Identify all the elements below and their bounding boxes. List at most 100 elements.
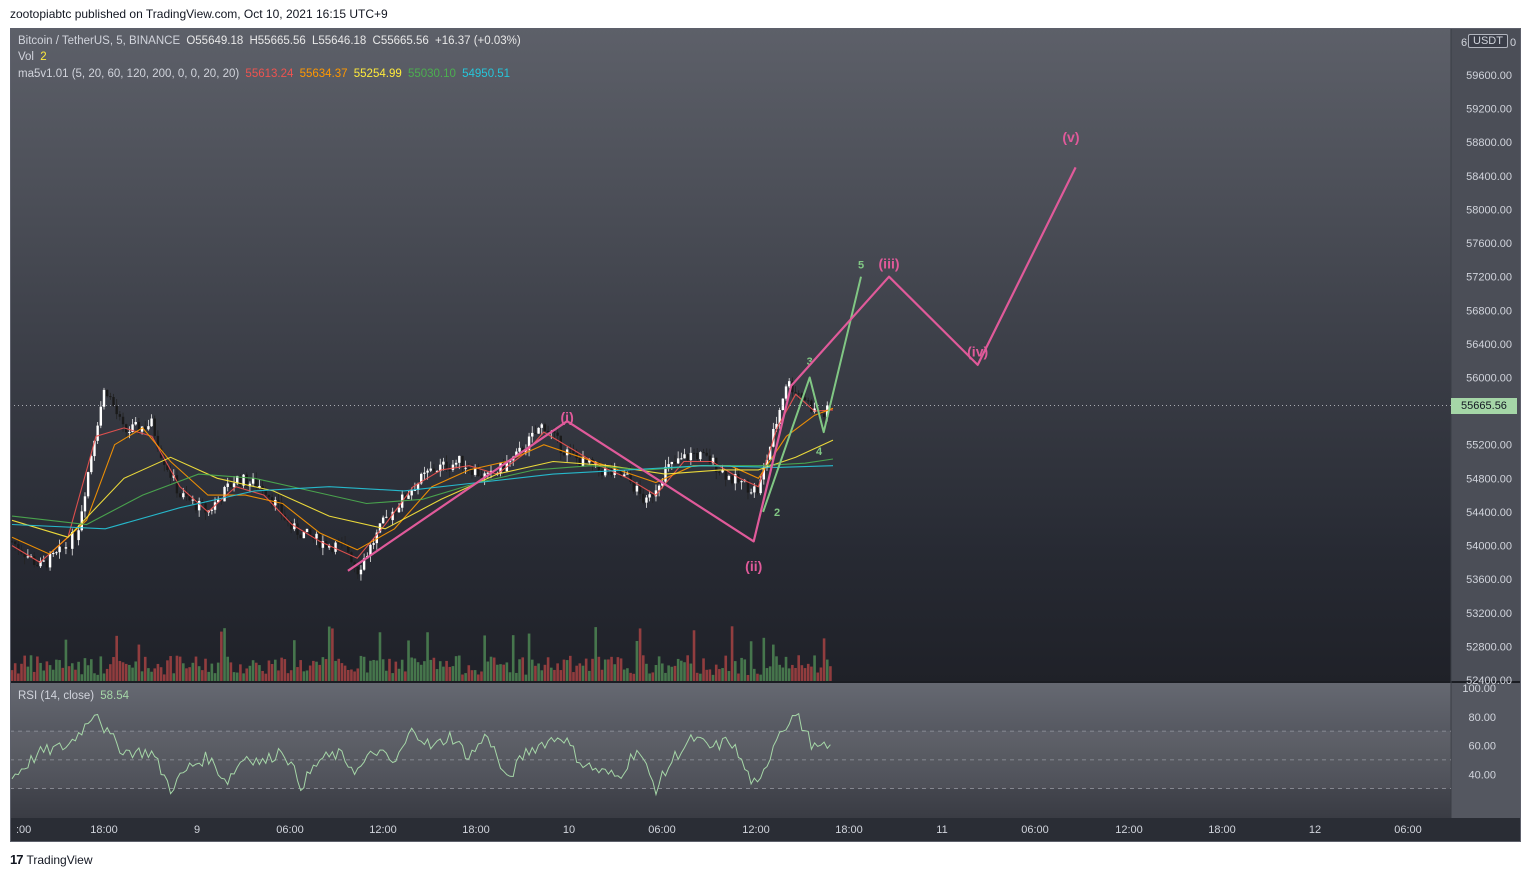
- candle-body: [204, 503, 207, 513]
- volume-bar: [140, 671, 144, 681]
- candle-body: [807, 400, 810, 402]
- subwave-label: 4: [816, 446, 823, 458]
- candle-body: [26, 556, 30, 558]
- candle-body: [175, 475, 179, 494]
- ma-value-60: 55254.99: [353, 68, 402, 80]
- volume-bar: [559, 670, 563, 681]
- candle-body: [822, 413, 826, 417]
- candle-body: [356, 567, 359, 575]
- candle-body: [274, 499, 277, 506]
- volume-bar: [714, 664, 718, 681]
- rsi-tick-label: 100.00: [1462, 683, 1496, 695]
- volume-bar: [518, 659, 521, 681]
- candle-body: [461, 455, 464, 469]
- volume-bar: [143, 656, 147, 681]
- volume-bar: [499, 664, 502, 681]
- candle-body: [255, 478, 258, 488]
- volume-bar: [794, 667, 797, 681]
- volume-bar: [112, 657, 115, 681]
- volume-bar: [737, 673, 740, 681]
- volume-bar: [448, 666, 452, 681]
- candle-body: [105, 389, 109, 397]
- volume-bar: [226, 656, 230, 681]
- volume-bar: [496, 664, 499, 681]
- candle-body: [708, 455, 712, 464]
- candle-body: [13, 541, 17, 545]
- volume-bar: [277, 670, 280, 681]
- candle-body: [45, 560, 49, 568]
- volume-bar: [800, 665, 804, 681]
- candle-body: [128, 431, 131, 433]
- volume-bar: [397, 668, 401, 681]
- candle-body: [394, 511, 398, 513]
- volume-bar: [740, 657, 743, 681]
- candle-body: [397, 507, 401, 513]
- price-chart[interactable]: 12 3 4 5 (i) (ii) (iii) (iv) (v) 59600.00 59200.0…: [10, 28, 1521, 842]
- close-value: C55665.56: [372, 35, 429, 47]
- volume-bar: [207, 671, 210, 681]
- candle-body: [553, 431, 556, 433]
- candle-body: [156, 435, 160, 449]
- candle-body: [673, 461, 677, 464]
- volume-bar: [829, 666, 832, 681]
- candle-body: [216, 499, 220, 503]
- time-tick-label: 10: [563, 824, 575, 836]
- volume-bar: [530, 659, 534, 681]
- volume-bar: [267, 660, 271, 681]
- candle-body: [353, 562, 356, 568]
- volume-bar: [36, 656, 39, 681]
- candle-body: [185, 493, 188, 497]
- volume-bar: [543, 664, 547, 681]
- candle-body: [61, 546, 64, 549]
- volume-bar: [419, 664, 423, 681]
- volume-bar: [105, 668, 109, 681]
- candle-body: [442, 461, 445, 465]
- volume-bar: [765, 668, 769, 681]
- candle-body: [71, 532, 74, 549]
- candle-body: [369, 544, 372, 557]
- candle-body: [711, 457, 715, 464]
- candle-body: [134, 421, 137, 425]
- volume-bar: [502, 664, 505, 681]
- time-axis-labels: :00 18:00 9 06:00 12:00 18:00 10 06:00 12:00 18:0…: [16, 824, 1422, 836]
- volume-bar: [51, 669, 55, 681]
- volume-bar: [150, 671, 153, 681]
- candle-body: [308, 528, 312, 536]
- candle-body: [480, 475, 483, 478]
- volume-bar: [315, 661, 318, 681]
- volume-bar: [375, 660, 379, 681]
- candle-body: [451, 464, 455, 470]
- volume-bar: [778, 664, 781, 681]
- primary-wave-label: (v): [1062, 129, 1079, 145]
- candle-body: [435, 471, 439, 473]
- candle-body: [321, 541, 325, 548]
- price-tick-label: 53200.00: [1466, 608, 1512, 620]
- volume-bar: [438, 661, 442, 681]
- price-tick-label: 58000.00: [1466, 204, 1512, 216]
- candle-body: [302, 532, 306, 539]
- volume-bar: [413, 658, 417, 681]
- volume-bar: [822, 638, 826, 681]
- candle-body: [486, 472, 490, 474]
- volume-bar: [134, 661, 138, 681]
- volume-bar: [280, 657, 283, 681]
- ma-value-20: 55634.37: [299, 68, 348, 80]
- currency-badge[interactable]: USDT: [1468, 34, 1508, 48]
- rsi-indicator: [10, 712, 1451, 797]
- volume-bar: [32, 671, 36, 681]
- candle-body: [413, 489, 417, 491]
- candle-body: [683, 454, 686, 459]
- rsi-line: [11, 712, 831, 797]
- volume-bar: [181, 663, 185, 681]
- volume-bar: [619, 658, 623, 681]
- candle-body: [676, 458, 680, 464]
- price-axis-labels: 59600.00 59200.00 58800.00 58400.00 58000.00…: [1461, 37, 1516, 687]
- publisher-line: zootopiabtc published on TradingView.com…: [10, 7, 388, 21]
- candle-body: [432, 468, 436, 472]
- candle-body: [350, 552, 353, 563]
- volume-bar: [556, 663, 559, 681]
- candle-body: [194, 499, 198, 511]
- volume-bar: [404, 671, 407, 681]
- volume-bar: [45, 661, 49, 681]
- volume-bar: [816, 672, 820, 681]
